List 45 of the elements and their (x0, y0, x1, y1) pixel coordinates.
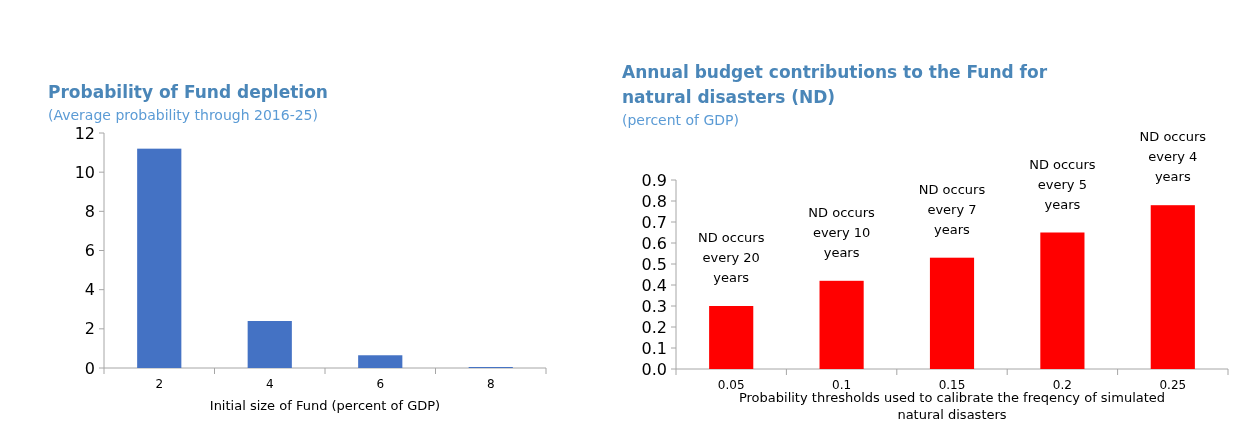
x-tick-label: 0.05 (717, 378, 745, 392)
y-tick-label: 0.8 (641, 191, 667, 211)
annotation: ND occurs every 5 years (1029, 156, 1096, 212)
bar (137, 148, 182, 368)
x-tick-label: 2 (155, 377, 164, 391)
x-tick-label: 8 (486, 377, 495, 391)
bar (1040, 232, 1085, 369)
x-axis-title: Initial size of Fund (percent of GDP) (209, 398, 441, 413)
y-tick-label: 8 (84, 201, 95, 221)
y-tick-label: 0.4 (641, 275, 667, 295)
y-tick-label: 4 (84, 280, 95, 300)
y-tick-label: 0.7 (641, 212, 667, 232)
bar (358, 355, 403, 368)
y-tick-label: 0 (84, 358, 95, 378)
y-tick-label: 12 (74, 123, 95, 143)
y-tick-label: 0.6 (641, 233, 667, 253)
chart-title: Annual budget contributions to the Fund for natural disasters (ND) (622, 62, 1048, 107)
x-tick-label: 6 (376, 377, 385, 391)
y-tick-label: 0.1 (641, 338, 667, 358)
y-tick-label: 6 (84, 241, 95, 261)
y-tick-label: 10 (74, 162, 95, 182)
chart-title: Probability of Fund depletion (48, 82, 328, 102)
y-tick-label: 0.2 (641, 317, 667, 337)
bar (1150, 205, 1195, 369)
bar (819, 280, 864, 369)
x-tick-label: 0.25 (1159, 378, 1187, 392)
annotation: ND occurs every 10 years (808, 204, 876, 260)
annotation: ND occurs every 20 years (697, 230, 765, 285)
chart-subtitle: (Average probability through 2016-25) (48, 107, 318, 123)
chart-subtitle: (percent of GDP) (622, 112, 740, 128)
x-axis-title: Probability thresholds used to calibrate the freqency of simulated natural disasters (738, 390, 1166, 422)
annotation: ND occurs every 4 years (1139, 129, 1207, 185)
annotation: ND occurs every 7 years (918, 181, 986, 237)
x-tick-label: 4 (265, 377, 274, 391)
y-tick-label: 0.5 (641, 254, 667, 274)
y-tick-label: 2 (84, 319, 95, 339)
x-tick-label: 0.15 (938, 378, 966, 392)
bar (929, 257, 975, 369)
y-tick-label: 0.0 (641, 359, 667, 379)
y-tick-label: 0.9 (641, 170, 667, 190)
x-tick-label: 0.2 (1052, 378, 1072, 392)
bar (247, 321, 292, 368)
bar (709, 306, 754, 369)
x-tick-label: 0.1 (832, 378, 852, 392)
y-tick-label: 0.3 (641, 296, 667, 316)
